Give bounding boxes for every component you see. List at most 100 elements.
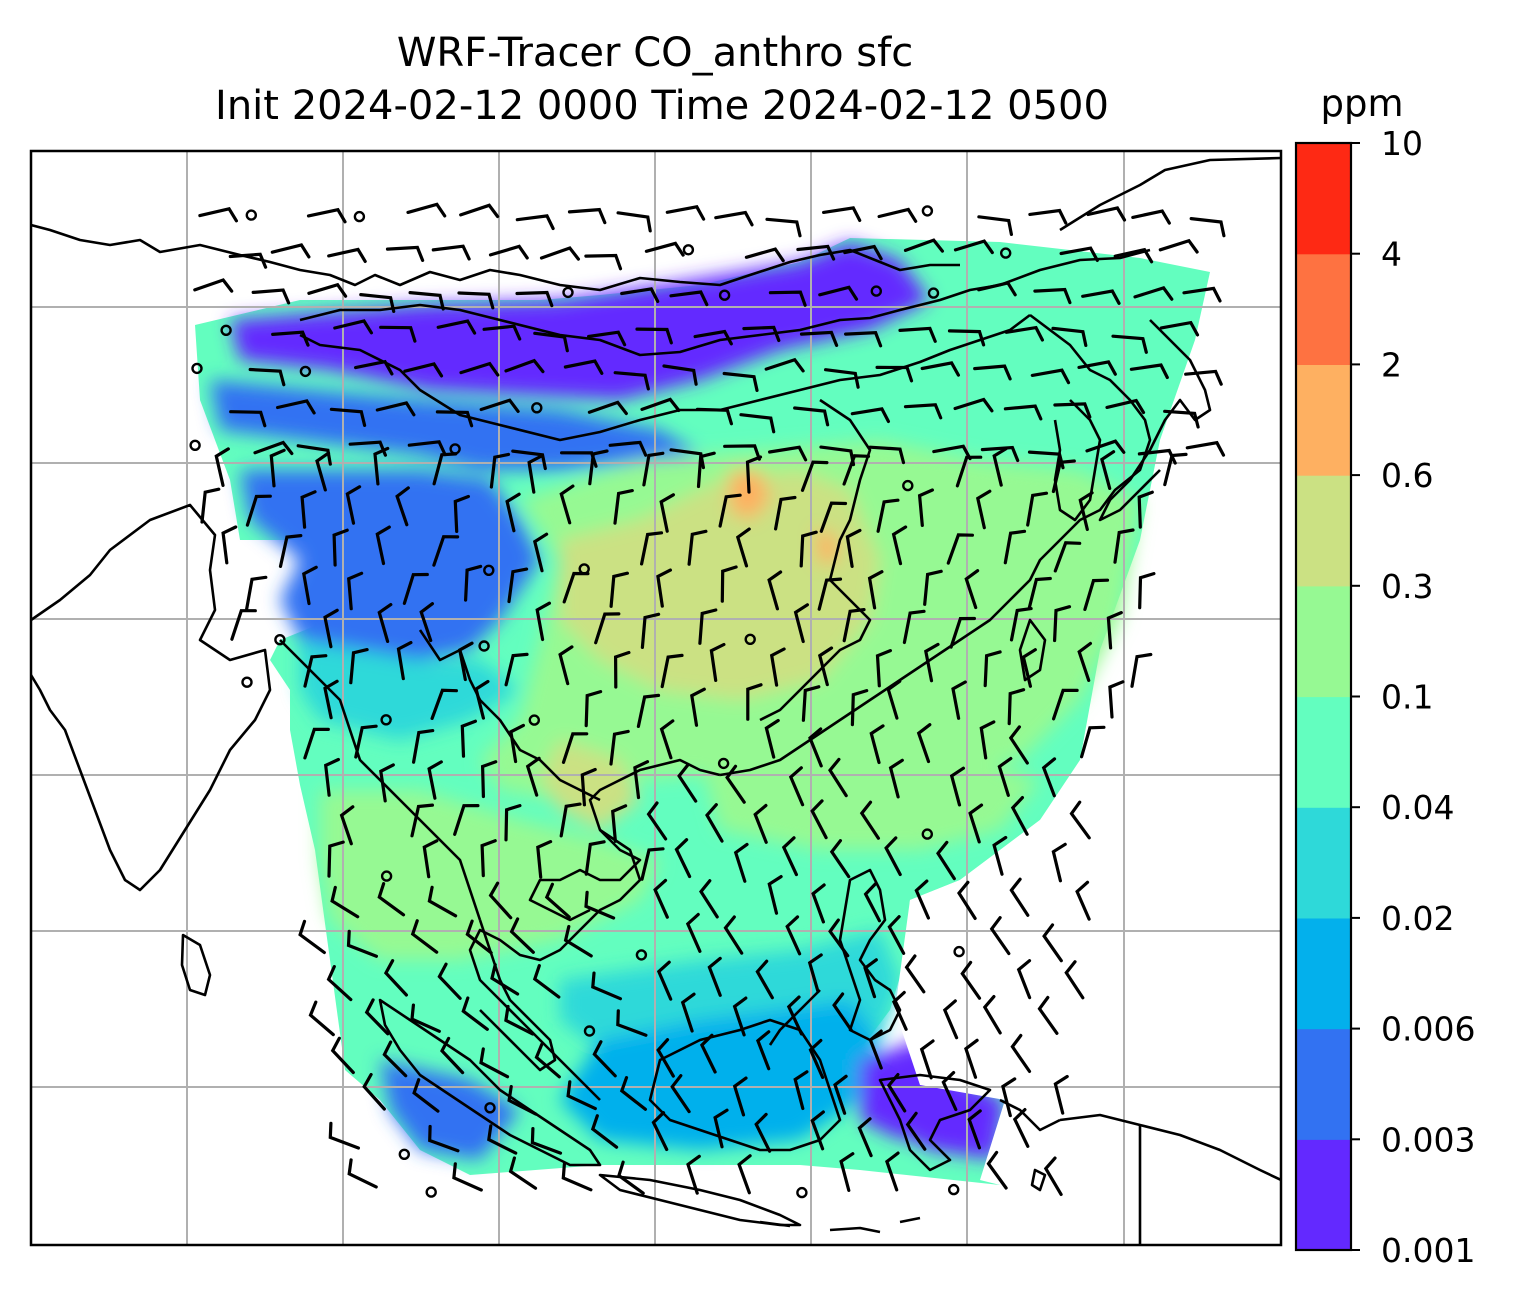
wind-barb — [1081, 289, 1121, 305]
colorbar-band — [1296, 807, 1351, 919]
calm-wind-marker — [299, 365, 312, 378]
wind-barb — [1106, 611, 1123, 650]
wind-barb — [270, 243, 311, 259]
colorbar-tick-label: 0.6 — [1381, 456, 1433, 495]
wind-barb — [332, 528, 349, 567]
wind-barb — [745, 455, 763, 494]
wind-barb — [723, 915, 744, 955]
wind-barb — [796, 244, 836, 261]
wind-barb — [1129, 363, 1169, 380]
wind-barb — [300, 490, 317, 529]
wind-barb — [914, 879, 930, 920]
wind-barb — [459, 361, 500, 377]
wind-barb — [781, 836, 798, 877]
wind-barb — [850, 689, 869, 727]
calm-wind-marker — [902, 479, 914, 492]
coastline-taiwan — [1018, 618, 1047, 682]
colorbar-ticks: 0.001 0.003 0.006 0.02 0.04 0.1 0.3 0.6 2 4 10 — [1351, 124, 1475, 1270]
wind-barb — [1026, 491, 1049, 527]
wind-barb — [640, 612, 661, 649]
wind-barb — [754, 1112, 772, 1153]
wind-barb — [609, 571, 629, 608]
tracer-field — [195, 238, 1230, 1200]
wind-barb — [786, 995, 804, 1036]
wind-barb — [1078, 491, 1094, 531]
wind-barb — [354, 724, 378, 759]
wind-barb — [696, 451, 716, 489]
wind-barb — [432, 535, 460, 567]
map-title-line1: WRF-Tracer CO_anthro sfc — [397, 30, 913, 76]
wind-barb — [844, 331, 883, 348]
wind-barb — [1077, 360, 1117, 376]
wind-barb — [707, 956, 722, 997]
wind-barb — [808, 1038, 825, 1079]
calm-wind-marker — [191, 362, 203, 375]
wind-barb — [515, 214, 555, 231]
wind-barb — [327, 840, 345, 878]
wind-barb — [278, 534, 303, 568]
calm-wind-marker — [274, 634, 286, 646]
wind-barb — [479, 1047, 510, 1079]
wind-barb — [303, 654, 328, 688]
wind-barb — [714, 210, 754, 227]
wind-barb — [669, 448, 705, 470]
wind-barb — [198, 206, 238, 223]
wind-barb — [674, 838, 692, 879]
wind-barb — [1133, 286, 1174, 301]
wind-barb — [611, 804, 628, 843]
wind-barb — [407, 440, 447, 457]
wind-barb — [377, 882, 406, 917]
wind-barb — [1003, 404, 1043, 421]
wind-barb — [800, 460, 829, 492]
wind-barb — [651, 1111, 669, 1152]
wind-barb — [515, 290, 554, 308]
calm-wind-marker — [718, 289, 731, 301]
wind-barb — [422, 839, 439, 879]
wind-barb — [767, 570, 783, 611]
wind-barb — [919, 1039, 935, 1080]
wind-barb — [326, 965, 353, 1002]
calm-wind-marker — [796, 1186, 808, 1199]
wind-barb — [375, 525, 391, 566]
wind-barb — [824, 368, 860, 389]
wind-barb — [904, 954, 926, 994]
wind-barb — [395, 486, 410, 527]
wind-barb — [665, 205, 706, 221]
wind-barb — [774, 495, 797, 531]
wind-barb — [843, 244, 883, 261]
calm-wind-marker — [245, 209, 258, 221]
wind-barb — [699, 1033, 717, 1074]
wind-barb — [379, 763, 395, 803]
wind-barb — [269, 448, 286, 488]
wind-barb — [339, 805, 355, 846]
wind-barb — [536, 840, 553, 879]
wind-barb — [810, 799, 828, 840]
coastline-nusa — [759, 1216, 921, 1234]
wind-barb — [558, 645, 574, 686]
wind-barb — [742, 325, 781, 343]
wind-barb — [764, 718, 780, 759]
colorbar-frame — [1294, 141, 1353, 1252]
wind-barb — [609, 729, 630, 766]
wind-barb — [375, 401, 416, 417]
field-blue-west — [240, 470, 540, 660]
wind-barb — [732, 1076, 748, 1117]
wind-barb — [973, 364, 1012, 381]
wind-barb — [345, 485, 362, 525]
wind-barb — [276, 399, 316, 415]
wind-barb — [619, 1076, 647, 1111]
calm-wind-marker — [948, 1183, 960, 1196]
colorbar-tick-label: 4 — [1381, 235, 1402, 274]
wind-barb — [245, 575, 268, 611]
wind-barb — [1010, 1033, 1032, 1073]
wind-barb — [509, 917, 535, 954]
wind-barb — [863, 958, 878, 999]
wind-barb — [385, 245, 425, 262]
wind-barb — [876, 498, 900, 533]
colorbar-tick-label: 0.02 — [1381, 899, 1454, 938]
wind-barb — [580, 767, 597, 807]
wind-barb — [253, 440, 294, 456]
wind-barb — [898, 326, 937, 343]
wind-barb — [562, 571, 590, 604]
wind-barb — [819, 501, 848, 533]
